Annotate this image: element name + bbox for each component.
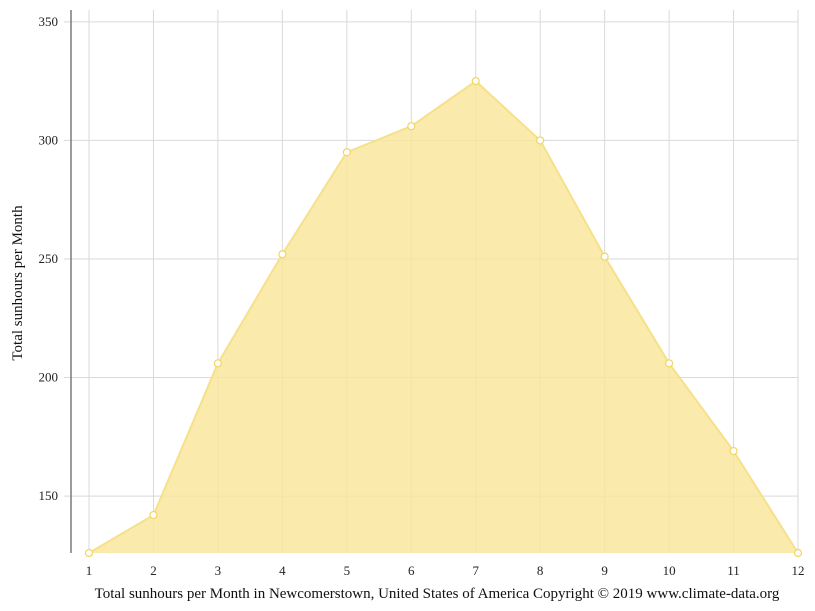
data-point <box>84 548 94 558</box>
x-tick-label: 7 <box>472 563 479 578</box>
y-tick-label: 200 <box>39 370 59 385</box>
data-point <box>149 510 158 520</box>
y-tick-label: 150 <box>39 488 59 503</box>
x-tick-label: 12 <box>792 563 805 578</box>
sunhours-line <box>88 79 799 554</box>
x-tick-label: 1 <box>86 563 93 578</box>
x-tick-label: 6 <box>408 563 415 578</box>
data-point <box>536 136 545 145</box>
x-tick-label: 11 <box>727 563 740 578</box>
data-points <box>84 77 803 558</box>
x-tick-label: 2 <box>150 563 157 578</box>
data-point <box>793 548 803 558</box>
data-point <box>278 250 287 259</box>
x-tick-label: 8 <box>537 563 544 578</box>
data-point <box>471 77 480 86</box>
data-point <box>729 446 738 456</box>
x-tick-label: 10 <box>663 563 676 578</box>
x-tick-labels: 1 2 3 4 5 6 7 8 9 10 11 12 <box>86 563 805 578</box>
y-tick-labels: 150 200 250 300 350 <box>39 14 59 503</box>
y-axis-title: Total sunhours per Month <box>10 205 26 361</box>
y-tick-label: 300 <box>39 132 59 147</box>
x-tick-label: 4 <box>279 563 286 578</box>
x-tick-label: 3 <box>215 563 222 578</box>
y-tick-label: 250 <box>39 251 59 266</box>
data-point <box>600 252 609 261</box>
data-point <box>342 148 351 157</box>
sunhours-area <box>89 81 798 553</box>
x-axis-caption: Total sunhours per Month in Newcomerstow… <box>95 586 780 602</box>
y-tick-label: 350 <box>39 14 59 29</box>
data-point <box>664 359 674 368</box>
data-point <box>407 122 416 131</box>
x-tick-label: 9 <box>601 563 608 578</box>
x-tick-label: 5 <box>344 563 351 578</box>
data-point <box>213 359 223 368</box>
